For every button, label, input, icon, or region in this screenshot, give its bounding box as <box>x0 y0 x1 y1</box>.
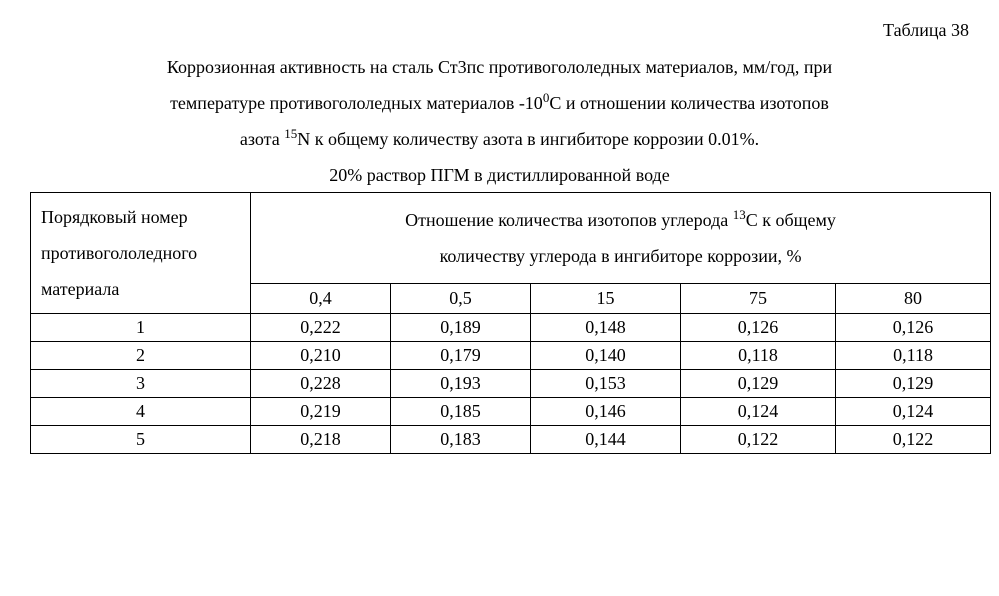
data-cell: 0,124 <box>836 398 991 426</box>
data-cell: 0,146 <box>531 398 681 426</box>
data-cell: 0,129 <box>681 370 836 398</box>
group-header-b: С к общему <box>746 210 836 230</box>
caption-line-2a: температуре противогололедных материалов… <box>170 93 543 113</box>
data-cell: 0,144 <box>531 426 681 454</box>
col-header: 80 <box>836 284 991 314</box>
row-number: 5 <box>31 426 251 454</box>
data-cell: 0,122 <box>681 426 836 454</box>
data-cell: 0,210 <box>251 342 391 370</box>
data-cell: 0,189 <box>391 314 531 342</box>
data-cell: 0,124 <box>681 398 836 426</box>
table-row: 1 0,222 0,189 0,148 0,126 0,126 <box>31 314 991 342</box>
caption-sup-n15: 15 <box>284 126 297 141</box>
header-row-1: Порядковый номер противогололедного мате… <box>31 193 991 284</box>
data-cell: 0,148 <box>531 314 681 342</box>
data-cell: 0,218 <box>251 426 391 454</box>
caption-line-2b: С и отношении количества изотопов <box>549 93 829 113</box>
col-header: 15 <box>531 284 681 314</box>
data-cell: 0,122 <box>836 426 991 454</box>
table-number: Таблица 38 <box>30 20 969 41</box>
data-cell: 0,118 <box>681 342 836 370</box>
table-row: 3 0,228 0,193 0,153 0,129 0,129 <box>31 370 991 398</box>
group-header-sup: 13 <box>733 207 746 222</box>
data-cell: 0,183 <box>391 426 531 454</box>
data-cell: 0,140 <box>531 342 681 370</box>
row-header-label: Порядковый номер противогололедного мате… <box>31 193 251 314</box>
caption-line-1: Коррозионная активность на сталь Ст3пс п… <box>167 57 832 77</box>
caption-line-3b: N к общему количеству азота в ингибиторе… <box>297 129 759 149</box>
col-header: 0,4 <box>251 284 391 314</box>
data-cell: 0,228 <box>251 370 391 398</box>
row-number: 1 <box>31 314 251 342</box>
data-cell: 0,193 <box>391 370 531 398</box>
data-cell: 0,153 <box>531 370 681 398</box>
data-cell: 0,179 <box>391 342 531 370</box>
col-header: 75 <box>681 284 836 314</box>
col-header: 0,5 <box>391 284 531 314</box>
table-subcaption: 20% раствор ПГМ в дистиллированной воде <box>30 165 969 186</box>
table-row: 2 0,210 0,179 0,140 0,118 0,118 <box>31 342 991 370</box>
group-header-c: количеству углерода в ингибиторе коррози… <box>440 246 802 266</box>
row-number: 4 <box>31 398 251 426</box>
row-number: 3 <box>31 370 251 398</box>
data-cell: 0,219 <box>251 398 391 426</box>
data-cell: 0,222 <box>251 314 391 342</box>
table-caption: Коррозионная активность на сталь Ст3пс п… <box>30 49 969 157</box>
row-number: 2 <box>31 342 251 370</box>
table-row: 5 0,218 0,183 0,144 0,122 0,122 <box>31 426 991 454</box>
data-cell: 0,185 <box>391 398 531 426</box>
data-cell: 0,118 <box>836 342 991 370</box>
data-cell: 0,129 <box>836 370 991 398</box>
data-cell: 0,126 <box>836 314 991 342</box>
data-table: Порядковый номер противогололедного мате… <box>30 192 991 454</box>
group-header-a: Отношение количества изотопов углерода <box>405 210 733 230</box>
column-group-header: Отношение количества изотопов углерода 1… <box>251 193 991 284</box>
caption-line-3a: азота <box>240 129 284 149</box>
data-cell: 0,126 <box>681 314 836 342</box>
table-row: 4 0,219 0,185 0,146 0,124 0,124 <box>31 398 991 426</box>
